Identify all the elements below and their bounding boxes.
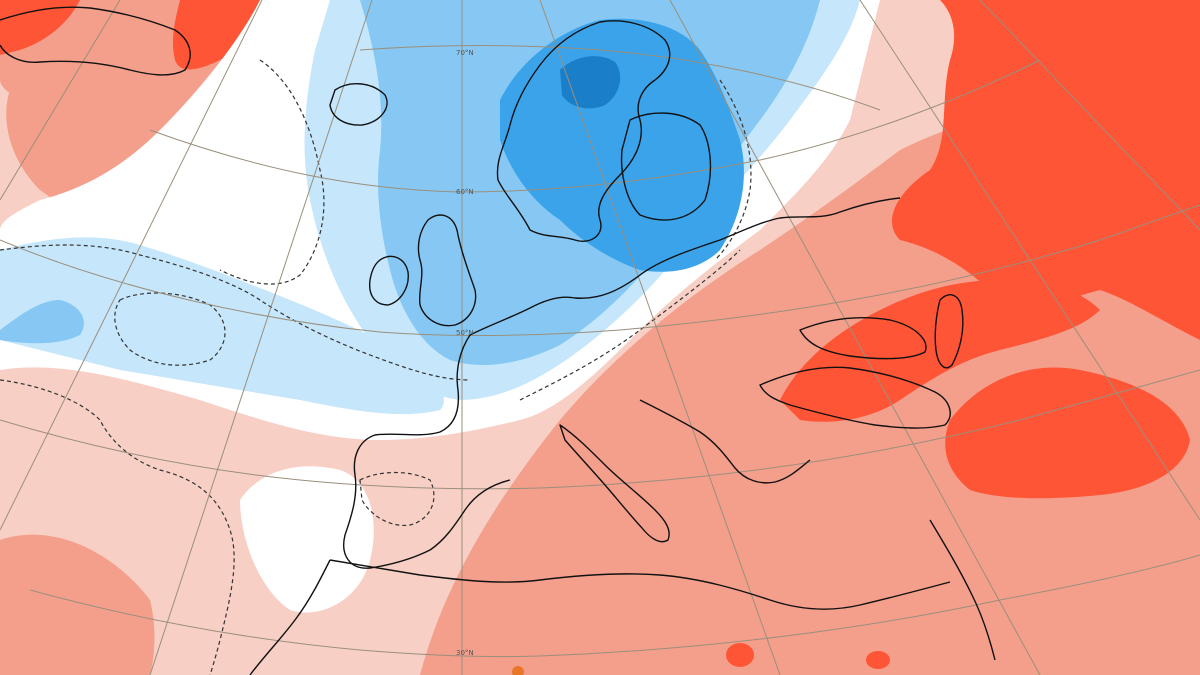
coastline-scandinavia (496, 20, 671, 242)
coastline-continent (469, 197, 901, 336)
meridian-e30 (859, 0, 1200, 521)
coastline-iceland (329, 83, 388, 126)
strong-warm-turkey (780, 279, 1100, 422)
coastline-greenland (0, 6, 191, 76)
meridian-w20 (0, 0, 263, 531)
dashed-contour-greenland (219, 59, 325, 285)
latitude-label-70: 70°N (456, 49, 474, 57)
coastline-britain (417, 214, 477, 327)
strongest-cold-center (560, 56, 621, 109)
strong-warm-spot-africa (726, 643, 754, 667)
meridian-w30 (0, 0, 121, 201)
coastline-red-sea (929, 519, 996, 661)
dashed-contour-atlantic-lower (0, 379, 235, 675)
latitude-label-30: 30°N (456, 649, 474, 657)
coastline-black-sea (799, 316, 927, 360)
meridian-e10 (539, 0, 781, 675)
meridian-e40 (979, 0, 1200, 231)
coastline-finland (620, 112, 712, 221)
dashed-contour-loop-west (114, 292, 226, 366)
map-marker (512, 666, 524, 675)
strong-warm-russia (891, 0, 1200, 340)
latitude-circle-70 (359, 45, 881, 111)
strong-warm-spot-sahara (866, 651, 890, 669)
weak-cold-field-atlantic (0, 237, 444, 415)
latitude-circle-60 (149, 59, 1041, 193)
latitude-circle-30 (29, 554, 1200, 658)
dashed-contour-scandinavia (714, 79, 752, 261)
dashed-contour-iberia (359, 471, 435, 527)
coastline-turkey (759, 366, 951, 429)
dashed-contour-atlantic (0, 244, 471, 381)
meridian-e20 (669, 0, 1041, 675)
coastline-atlantic-morocco (249, 559, 331, 675)
latitude-label-50: 50°N (456, 329, 474, 337)
neutral-patch-iberia (240, 466, 374, 613)
meridian-w10 (149, 0, 373, 675)
coastline-ireland (368, 255, 409, 306)
coastline-italy (559, 424, 670, 543)
warm-field-atlantic-south (0, 534, 155, 675)
latitude-circle-40 (0, 369, 1200, 490)
latitude-label-60: 60°N (456, 188, 474, 196)
latitude-circle-50 (0, 204, 1200, 337)
coastline-balkans-greece (639, 399, 811, 484)
coastline-north-africa (329, 559, 951, 610)
cold-field-west (0, 300, 84, 344)
coastline-caspian (934, 294, 964, 369)
strong-warm-iran (945, 367, 1190, 499)
coastlines (0, 6, 996, 675)
coastline-france-iberia (343, 334, 511, 569)
